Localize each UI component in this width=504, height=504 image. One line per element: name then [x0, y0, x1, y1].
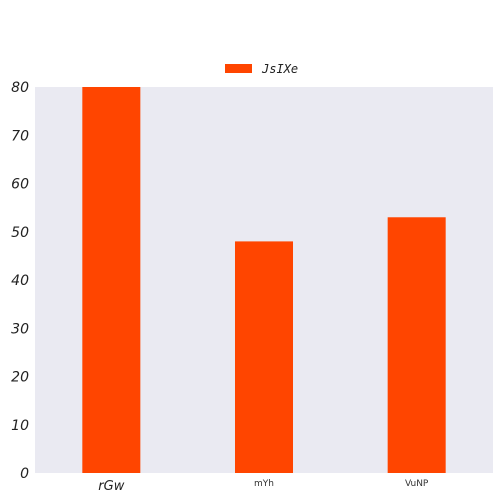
- x-tick-label: VuNP: [405, 479, 429, 489]
- y-tick-label: 0: [20, 466, 29, 482]
- bar-series: [82, 87, 446, 473]
- y-tick-label: 30: [11, 321, 29, 337]
- y-tick-label: 20: [11, 370, 29, 386]
- y-tick-label: 10: [11, 418, 29, 434]
- legend: JsIXe: [225, 62, 298, 76]
- legend-swatch: [225, 64, 252, 73]
- x-tick-label: rGw: [98, 479, 124, 494]
- x-axis: rGw mYh VuNP: [98, 479, 429, 494]
- y-tick-label: 70: [11, 128, 29, 144]
- x-tick-label: mYh: [254, 479, 274, 489]
- y-tick-label: 80: [11, 80, 29, 96]
- bar-VuNP: [387, 217, 446, 473]
- bar-mYh: [234, 241, 294, 473]
- y-tick-label: 40: [11, 273, 29, 289]
- y-tick-label: 50: [11, 225, 29, 241]
- legend-label: JsIXe: [261, 62, 298, 76]
- bar-rGw: [82, 87, 141, 473]
- y-tick-label: 60: [11, 177, 29, 193]
- y-axis: 0 10 20 30 40 50 60 70 80: [11, 80, 29, 482]
